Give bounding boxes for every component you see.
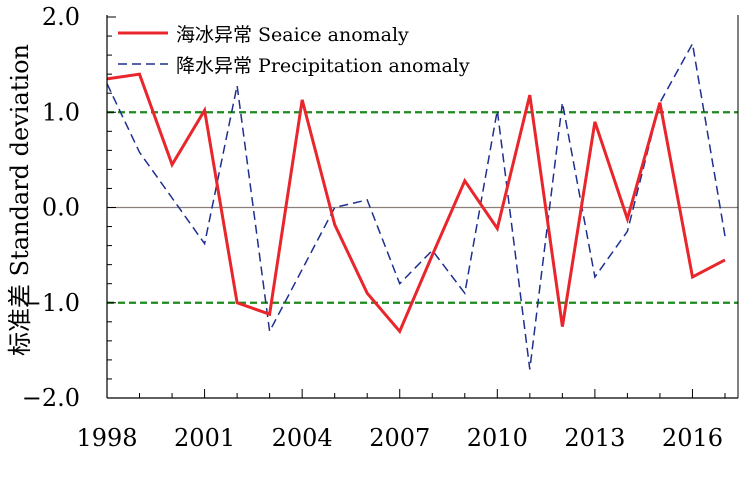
series-line-0 bbox=[106, 72, 726, 335]
reference-lines bbox=[107, 111, 738, 304]
x-tick-label: 2010 bbox=[467, 424, 528, 452]
series-lines bbox=[106, 41, 726, 370]
series-line-1 bbox=[106, 41, 726, 370]
legend: 海冰异常 Seaice anomaly 降水异常 Precipitation a… bbox=[118, 24, 470, 77]
y-tick-label: 1.0 bbox=[42, 98, 80, 126]
x-tick-label: 2007 bbox=[369, 424, 430, 452]
x-tick-label: 2004 bbox=[272, 424, 333, 452]
y-tick-label: −1.0 bbox=[22, 289, 80, 317]
x-tick-label: 2016 bbox=[662, 424, 723, 452]
y-tick-label: 0.0 bbox=[42, 194, 80, 222]
y-axis-title: 标准差 Standard deviation bbox=[6, 44, 34, 356]
x-tick-label: 1998 bbox=[76, 424, 137, 452]
legend-precip-label: 降水异常 Precipitation anomaly bbox=[176, 55, 470, 77]
x-tick-label: 2013 bbox=[564, 424, 625, 452]
x-ticks: 1998 2001 2004 2007 2010 2013 2016 bbox=[76, 389, 726, 452]
y-tick-label: 2.0 bbox=[42, 3, 80, 31]
x-tick-label: 2001 bbox=[174, 424, 235, 452]
y-ticks: 2.0 1.0 0.0 −1.0 −2.0 bbox=[22, 3, 116, 412]
y-tick-label: −2.0 bbox=[22, 384, 80, 412]
axes bbox=[106, 15, 739, 399]
legend-seaice-label: 海冰异常 Seaice anomaly bbox=[176, 24, 409, 46]
